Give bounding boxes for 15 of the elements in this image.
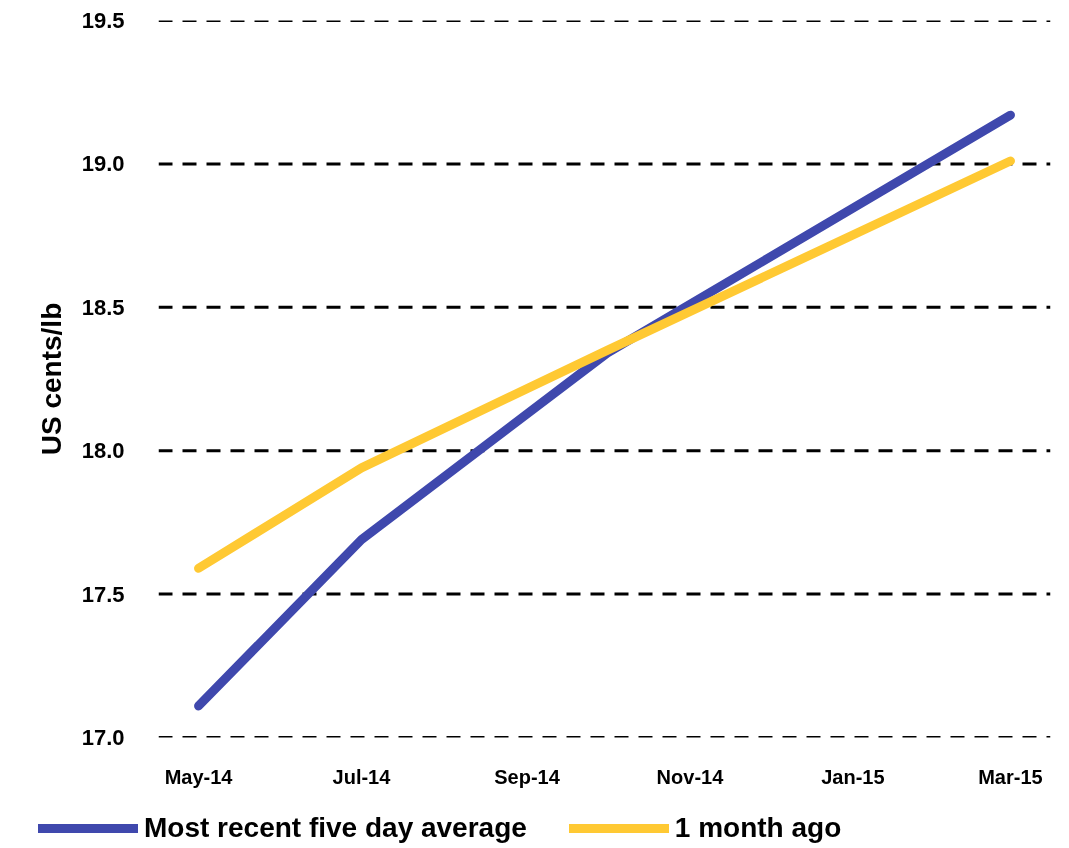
y-tick-label: 19.0	[81, 151, 125, 177]
legend-label: Most recent five day average	[144, 812, 527, 844]
y-tick-label: 18.0	[81, 438, 125, 464]
y-tick-label: 19.5	[81, 8, 125, 33]
y-axis-title: US cents/lb	[35, 302, 67, 456]
x-tick-label: Sep-14	[494, 765, 561, 788]
x-tick-label: May-14	[164, 765, 234, 788]
x-tick-label: Mar-15	[978, 765, 1043, 788]
legend-label: 1 month ago	[674, 812, 842, 844]
y-tick-label: 17.0	[81, 725, 125, 750]
y-tick-label: 18.5	[81, 294, 125, 320]
x-tick-label: Nov-14	[656, 765, 725, 788]
x-tick-label: Jul-14	[332, 765, 392, 788]
x-tick-label: Jan-15	[821, 765, 885, 788]
y-tick-label: 17.5	[81, 581, 125, 607]
